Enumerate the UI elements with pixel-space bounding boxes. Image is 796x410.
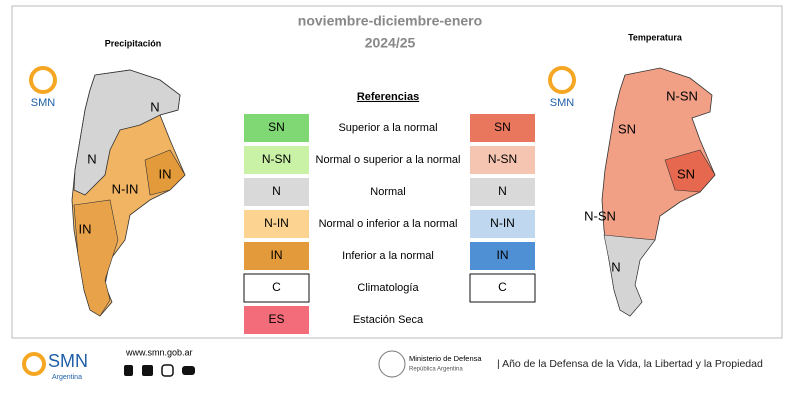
region-below <box>73 199 119 317</box>
region-normal <box>603 234 656 317</box>
legend-swatch <box>469 273 536 303</box>
logo-icon <box>548 66 576 94</box>
legend-code: N <box>498 184 507 198</box>
legend-swatch <box>244 210 309 238</box>
map-label: IN <box>159 166 172 181</box>
map-temperature: Temperatura SMN <box>548 32 716 317</box>
legend-code: N-SN <box>488 152 517 166</box>
instagram-icon[interactable] <box>161 364 174 377</box>
ministry: Ministerio de Defensa <box>409 354 482 363</box>
ministry-sub: República Argentina <box>409 367 463 373</box>
legend-swatch <box>470 210 535 238</box>
footer-logo: SMN <box>48 351 88 371</box>
legend-code: C <box>498 280 507 294</box>
legend-description: Superior a la normal <box>338 122 437 134</box>
map-label: SN <box>677 166 695 181</box>
legend-description: Inferior a la normal <box>342 250 434 262</box>
social-icons <box>124 364 195 377</box>
map-label: N-SN <box>584 208 616 223</box>
legend-swatch <box>470 242 535 270</box>
legend-swatch <box>244 306 309 334</box>
footer-logo-icon <box>22 352 46 376</box>
footer-logo-sub: Argentina <box>52 374 82 381</box>
map-label: SN <box>618 121 636 136</box>
legend-code: ES <box>268 312 284 326</box>
legend-title: Referencias <box>357 91 419 103</box>
legend-swatch <box>470 178 535 206</box>
legend-swatch <box>244 242 309 270</box>
subtitle: 2024/25 <box>365 35 416 51</box>
legend-code: C <box>272 280 281 294</box>
facebook-icon[interactable] <box>124 365 133 376</box>
legend-description: Estación Seca <box>353 314 424 326</box>
website[interactable]: www.smn.gob.ar <box>125 347 193 357</box>
slogan: | Año de la Defensa de la Vida, la Liber… <box>497 358 763 370</box>
map-label: N-IN <box>112 181 139 196</box>
legend-code: SN <box>494 120 511 134</box>
map-title: Precipitación <box>105 38 162 48</box>
region-normal <box>73 69 181 196</box>
x-icon[interactable] <box>142 365 153 376</box>
legend-code: N-IN <box>490 216 515 230</box>
region-above <box>664 149 716 193</box>
map-title: Temperatura <box>628 32 683 42</box>
legend-code: N-IN <box>264 216 289 230</box>
map-label: N-SN <box>666 88 698 103</box>
legend-description: Normal o superior a la normal <box>316 154 461 166</box>
map-label: N <box>150 99 159 114</box>
map-precipitation: Precipitación SMN <box>29 38 186 317</box>
region-below <box>144 149 186 196</box>
logo-text: SMN <box>550 97 575 109</box>
legend-code: SN <box>268 120 285 134</box>
legend-swatch <box>244 146 309 174</box>
legend-code: N-SN <box>262 152 291 166</box>
map-label: N <box>87 151 96 166</box>
map-label: IN <box>79 221 92 236</box>
legend-code: IN <box>497 248 509 262</box>
title: noviembre-diciembre-enero <box>298 13 482 29</box>
ministry-emblem <box>378 350 406 378</box>
legend-code: IN <box>271 248 283 262</box>
map-label: N <box>611 259 620 274</box>
legend-code: N <box>272 184 281 198</box>
legend-description: Normal <box>370 186 405 198</box>
logo-text: SMN <box>31 97 56 109</box>
legend-swatch <box>244 178 309 206</box>
legend-swatch <box>243 273 310 303</box>
youtube-icon[interactable] <box>182 366 195 375</box>
legend-description: Climatología <box>357 282 419 294</box>
legend-description: Normal o inferior a la normal <box>319 218 458 230</box>
logo-icon <box>29 66 57 94</box>
legend-swatch <box>244 114 309 142</box>
legend-swatch <box>470 114 535 142</box>
legend-swatch <box>470 146 535 174</box>
